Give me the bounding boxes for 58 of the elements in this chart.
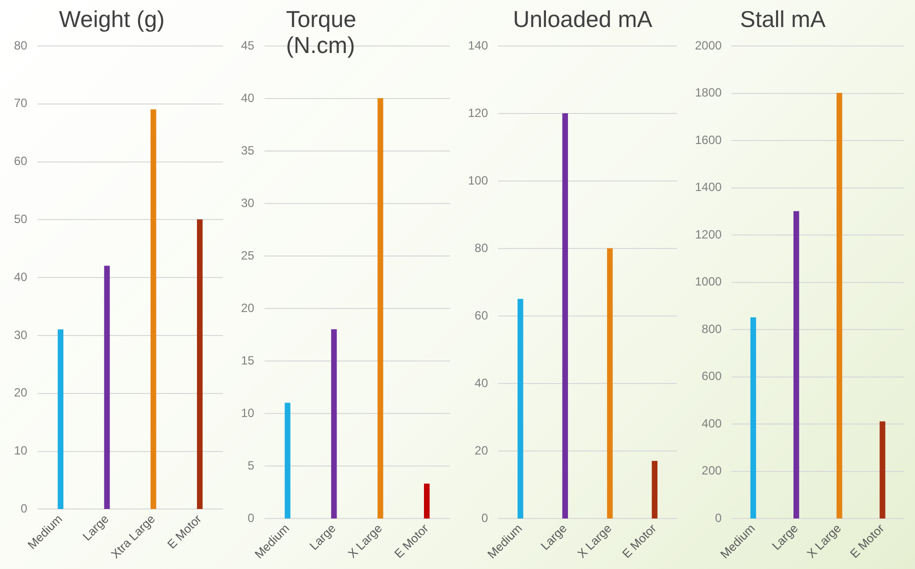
bar xyxy=(652,460,658,518)
y-tick-label: 25 xyxy=(240,248,255,262)
bar xyxy=(196,219,203,510)
y-tick-label: 15 xyxy=(240,353,255,368)
bar xyxy=(378,98,384,518)
y-tick-label: 1200 xyxy=(694,227,722,242)
y-tick-label: 5 xyxy=(248,458,255,472)
y-tick-label: 20 xyxy=(14,386,28,400)
y-tick-label: 120 xyxy=(468,106,488,120)
y-tick-label: 800 xyxy=(702,322,722,336)
bar xyxy=(150,109,156,510)
bar xyxy=(518,298,524,518)
bar xyxy=(793,211,800,518)
chart-title: Weight (g) xyxy=(59,6,165,32)
y-tick-label: 0 xyxy=(248,510,255,525)
bar xyxy=(562,113,568,518)
y-tick-label: 50 xyxy=(14,212,28,226)
y-tick-label: 0 xyxy=(20,502,28,516)
y-tick-label: 30 xyxy=(14,328,28,342)
y-tick-label: 20 xyxy=(240,300,255,315)
y-tick-label: 70 xyxy=(14,96,28,110)
y-tick-label: 2000 xyxy=(694,38,722,52)
bar xyxy=(104,266,110,510)
y-tick-label: 1600 xyxy=(694,132,722,147)
y-tick-label: 200 xyxy=(702,464,722,478)
bar xyxy=(607,248,613,518)
y-tick-label: 1800 xyxy=(694,86,722,100)
y-tick-label: 40 xyxy=(240,90,255,105)
chart-title: Torque (N.cm) xyxy=(286,6,356,58)
y-tick-label: 35 xyxy=(240,143,255,158)
y-tick-label: 100 xyxy=(468,173,488,188)
y-tick-label: 60 xyxy=(474,308,488,322)
bar xyxy=(750,317,756,518)
bar xyxy=(836,92,842,518)
y-tick-label: 45 xyxy=(240,38,255,52)
bar xyxy=(284,402,290,518)
bar xyxy=(424,484,430,518)
y-tick-label: 1400 xyxy=(694,180,722,194)
y-tick-label: 10 xyxy=(240,406,255,420)
y-tick-label: 0 xyxy=(481,510,488,525)
y-tick-label: 140 xyxy=(468,38,488,52)
y-tick-label: 10 xyxy=(14,444,28,458)
y-tick-label: 400 xyxy=(702,416,722,430)
y-tick-label: 1000 xyxy=(694,274,722,289)
y-tick-label: 30 xyxy=(240,196,255,210)
y-tick-label: 80 xyxy=(14,38,28,52)
chart-title: Stall mA xyxy=(740,6,826,32)
y-tick-label: 40 xyxy=(474,376,488,390)
y-tick-label: 60 xyxy=(14,154,28,168)
y-tick-label: 20 xyxy=(474,443,488,458)
y-tick-label: 600 xyxy=(702,369,722,384)
y-tick-label: 0 xyxy=(715,510,722,525)
y-tick-label: 40 xyxy=(14,270,28,284)
y-tick-label: 80 xyxy=(474,240,488,255)
bar xyxy=(331,329,337,518)
bar xyxy=(58,329,64,510)
bar xyxy=(880,421,886,518)
chart-title: Unloaded mA xyxy=(513,6,652,32)
